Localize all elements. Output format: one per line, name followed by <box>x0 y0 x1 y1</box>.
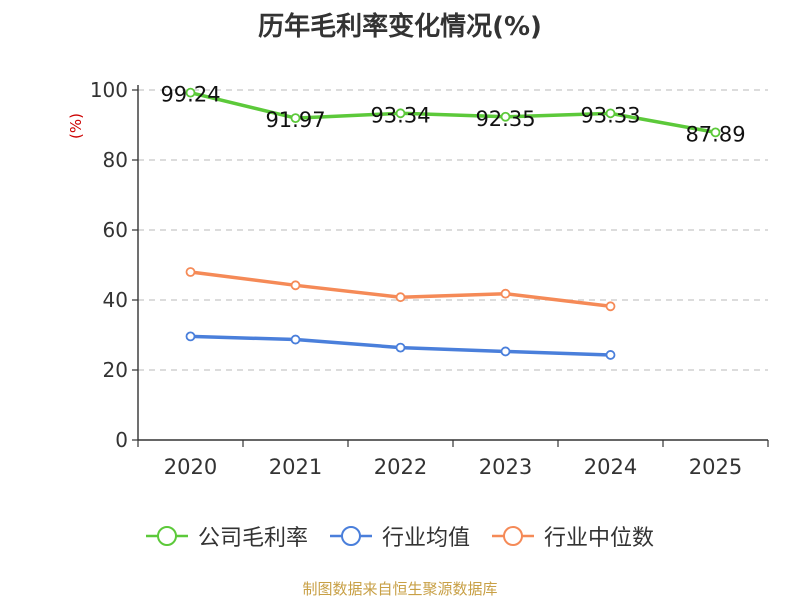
data-label-2021: 91.97 <box>265 108 325 132</box>
data-label-2024: 93.33 <box>580 103 640 127</box>
legend-swatch-icon <box>492 526 534 546</box>
y-axis-label: (%) <box>67 113 85 139</box>
legend-label: 公司毛利率 <box>197 526 308 551</box>
legend-label: 行业中位数 <box>544 526 655 551</box>
chart-title: 历年毛利率变化情况(%) <box>258 12 542 42</box>
y-tick-label-20: 20 <box>103 358 128 382</box>
data-point-2-2020 <box>185 267 196 277</box>
data-point-0-2024 <box>605 108 616 119</box>
y-tick-label-80: 80 <box>103 148 128 172</box>
legend-swatch-icon <box>329 526 372 546</box>
y-tick-label-60: 60 <box>103 218 128 242</box>
x-tick-label-2025: 2025 <box>689 455 742 479</box>
gridlines <box>138 89 768 371</box>
x-tick-label-2021: 2021 <box>269 455 322 479</box>
data-labels: 99.24 91.97 93.34 92.35 93.33 87.89 <box>160 83 745 147</box>
series-line-0 <box>188 90 718 135</box>
legend-item-2[interactable]: 行业中位数 <box>492 520 654 552</box>
x-tick-label-2022: 2022 <box>374 455 427 479</box>
data-label-2023: 92.35 <box>475 107 535 131</box>
data-label-2025: 87.89 <box>685 122 745 146</box>
y-tick-label-0: 0 <box>115 428 128 452</box>
legend-swatch-icon <box>145 526 188 546</box>
source-note: 制图数据来自恒生聚源数据库 <box>302 580 498 598</box>
y-tick-label-40: 40 <box>103 288 128 312</box>
legend: 公司毛利率 行业均值 行业中位数 <box>0 520 800 552</box>
data-point-0-2023 <box>500 111 511 122</box>
data-point-1-2022 <box>395 342 406 353</box>
data-label-2022: 93.34 <box>370 103 430 127</box>
x-tick-label-2023: 2023 <box>479 455 532 479</box>
data-point-1-2023 <box>500 346 511 357</box>
data-point-0-2021 <box>290 113 301 124</box>
x-tick-label-2020: 2020 <box>164 455 217 479</box>
series <box>185 87 721 360</box>
data-point-0-2022 <box>395 108 406 119</box>
y-tick-label-100: 100 <box>90 78 128 102</box>
data-point-2-2024 <box>605 301 616 312</box>
axes: 0 20 40 60 80 100 (%) 2020 2021 2022 2023 2024 2025 <box>67 78 769 479</box>
x-tick-label-2024: 2024 <box>584 455 637 479</box>
data-point-1-2020 <box>185 331 196 342</box>
data-point-2-2023 <box>500 288 511 299</box>
data-point-2-2021 <box>290 280 301 291</box>
data-point-0-2020 <box>185 87 196 98</box>
data-point-1-2024 <box>605 350 616 360</box>
legend-label: 行业均值 <box>381 526 470 551</box>
data-label-2020: 99.24 <box>160 83 220 107</box>
data-point-2-2022 <box>395 292 406 303</box>
legend-item-0[interactable]: 公司毛利率 <box>145 520 308 552</box>
data-point-1-2021 <box>290 334 301 345</box>
legend-item-1[interactable]: 行业均值 <box>329 520 470 552</box>
data-point-0-2025 <box>710 127 721 138</box>
